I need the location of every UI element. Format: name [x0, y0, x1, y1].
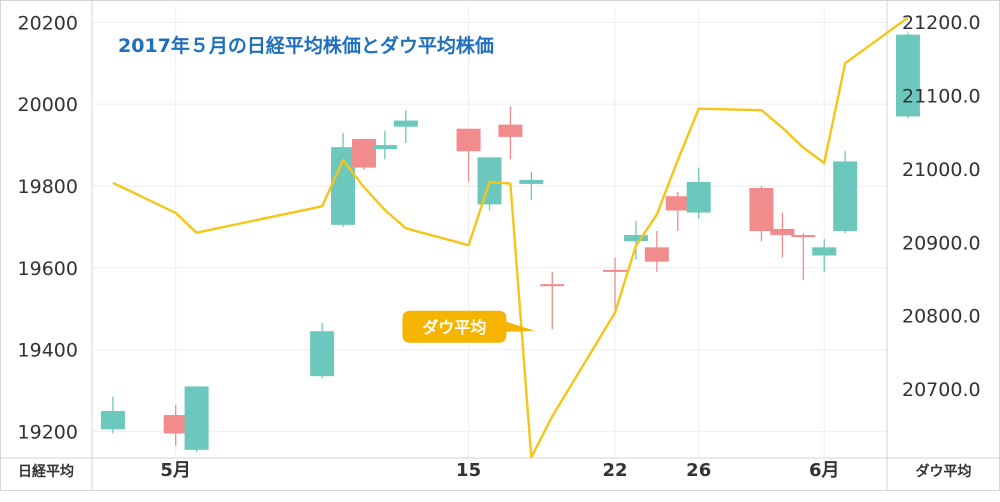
- right-tick-label: 20800.0: [902, 306, 981, 328]
- right-tick-label: 21200.0: [902, 12, 981, 34]
- candle-body: [310, 331, 335, 377]
- candle-body: [686, 181, 711, 213]
- candle-body: [519, 179, 544, 184]
- candle: [351, 138, 376, 170]
- candle: [895, 32, 920, 119]
- candle-body: [498, 124, 523, 137]
- dow-callout-label: ダウ平均: [422, 318, 486, 337]
- dow-line-layer: [112, 16, 909, 459]
- candle: [623, 220, 648, 260]
- candle: [100, 396, 125, 434]
- x-tick-label: 5月: [160, 460, 191, 481]
- x-tick-label: 22: [602, 460, 627, 481]
- right-tick-label: 21000.0: [902, 159, 981, 181]
- left-tick-label: 19800: [18, 176, 78, 198]
- candle-body: [163, 415, 188, 434]
- right-tick-label: 21100.0: [902, 86, 981, 108]
- candle: [791, 233, 816, 281]
- chart-title: 2017年５月の日経平均株価とダウ平均株価: [118, 34, 494, 57]
- frame-layer: [0, 0, 1000, 491]
- x-tick-label: 6月: [809, 460, 840, 481]
- candle-body: [351, 138, 376, 168]
- x-tick-label: 15: [456, 460, 481, 481]
- candle: [477, 157, 502, 211]
- candle-body: [372, 145, 397, 150]
- candle: [686, 167, 711, 219]
- candle-body: [393, 120, 418, 127]
- candle: [310, 323, 335, 379]
- candle-body: [184, 386, 209, 450]
- dow-line: [112, 16, 909, 459]
- nikkei-candles: [100, 32, 920, 452]
- candle: [812, 239, 837, 272]
- candle: [163, 404, 188, 446]
- candle: [498, 106, 523, 160]
- annotation-layer: ダウ平均: [402, 310, 535, 343]
- candle-body: [770, 228, 795, 236]
- candle-body: [833, 161, 858, 231]
- candle-body: [623, 235, 648, 242]
- candle-body: [603, 269, 628, 272]
- candle-body: [895, 34, 920, 117]
- right-axis-label: ダウ平均: [916, 463, 972, 480]
- candle-body: [791, 235, 816, 238]
- candle: [393, 110, 418, 144]
- candle-body: [665, 196, 690, 211]
- candle: [749, 185, 774, 242]
- candle: [833, 151, 858, 234]
- candle: [456, 128, 481, 182]
- candle: [770, 212, 795, 258]
- left-tick-label: 19200: [18, 421, 78, 443]
- left-tick-label: 19600: [18, 258, 78, 280]
- dow-callout-bubble: [402, 310, 535, 343]
- left-tick-label: 19400: [18, 340, 78, 362]
- candle-body: [749, 188, 774, 231]
- candle: [540, 271, 565, 330]
- axis-layer: 19200 19400 19600 19800 20000 20200 20700.0 208…: [18, 12, 981, 481]
- right-tick-label: 20900.0: [902, 232, 981, 254]
- candle-body: [644, 247, 669, 262]
- candle-body: [540, 284, 565, 287]
- grid-layer: [92, 6, 887, 458]
- x-tick-label: 26: [686, 460, 711, 481]
- candle: [184, 386, 209, 452]
- candle: [603, 257, 628, 309]
- candle-body: [456, 128, 481, 152]
- left-tick-label: 20200: [18, 12, 78, 34]
- outer-frame: [0, 0, 1000, 491]
- candle-body: [100, 410, 125, 430]
- candle: [519, 171, 544, 201]
- candle: [644, 230, 669, 272]
- left-tick-label: 20000: [18, 94, 78, 116]
- candle-body: [331, 147, 356, 225]
- candle-body: [477, 157, 502, 205]
- candle-body: [812, 247, 837, 256]
- candle: [665, 192, 690, 231]
- left-axis-label: 日経平均: [18, 463, 74, 480]
- candle: [372, 130, 397, 160]
- right-tick-label: 20700.0: [902, 379, 981, 401]
